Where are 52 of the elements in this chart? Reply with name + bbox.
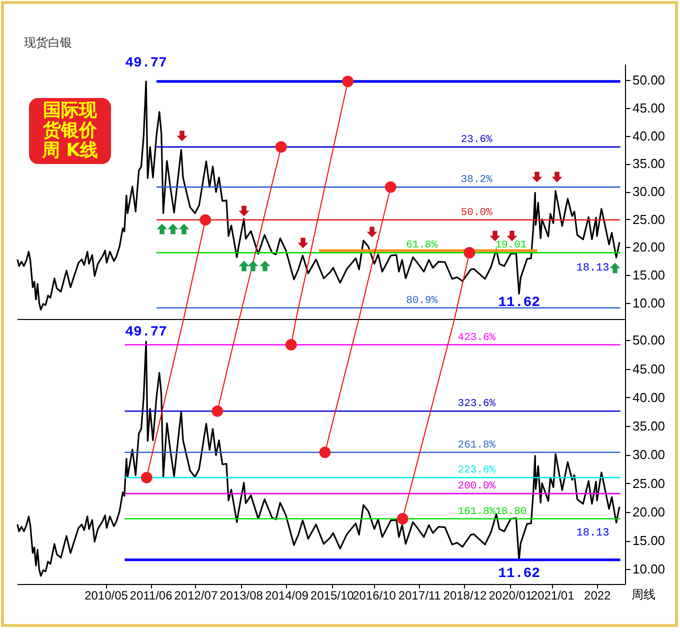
x-tick-label: 2020/01 <box>488 588 532 602</box>
y-tick-label: 25.00 <box>632 212 666 227</box>
series-label: 261.8% <box>458 439 496 452</box>
x-tick-label: 2015/10 <box>310 588 354 602</box>
y-tick-label: 30.00 <box>632 184 666 199</box>
series-label: 161.8% <box>458 506 496 518</box>
series-label: 423.6% <box>458 332 496 344</box>
series-label: 80.9% <box>406 294 438 307</box>
annotation: 11.62 <box>498 566 540 582</box>
y-tick-label: 45.00 <box>632 361 666 376</box>
y-tick-label: 20.00 <box>632 504 666 520</box>
y-tick-label: 10.00 <box>632 295 666 310</box>
annotation: 49.77 <box>125 55 168 72</box>
x-tick-label: 2013/08 <box>220 588 264 602</box>
series-label: 223.6% <box>458 464 496 477</box>
annotation: 国际现货银价周 K线 <box>40 100 98 161</box>
x-tick-label: 2017/11 <box>398 588 442 602</box>
series-label: 200.0% <box>458 480 496 493</box>
annotation: 18.13 <box>576 262 610 275</box>
x-tick-label: 2022 <box>584 588 612 602</box>
y-tick-label: 15.00 <box>632 533 666 548</box>
y-tick-label: 40.00 <box>632 390 666 405</box>
annotation: 18.80 <box>495 506 527 518</box>
series-label: 23.6% <box>460 134 494 146</box>
annotation: 49.77 <box>125 324 168 340</box>
x-tick-label: 2012/07 <box>174 588 218 602</box>
x-tick-label: 2021/01 <box>530 588 575 602</box>
series-label: 38.2% <box>460 174 494 186</box>
y-tick-label: 20.00 <box>632 240 666 255</box>
chart-title: 现货白银 <box>24 35 72 50</box>
series-label: 61.8% <box>406 240 438 252</box>
y-tick-label: 50.00 <box>632 332 666 348</box>
series-label: 50.0% <box>460 206 494 219</box>
y-tick-label: 15.00 <box>632 268 666 283</box>
y-tick-label: 35.00 <box>632 418 666 434</box>
series-label: 323.6% <box>458 398 496 410</box>
x-tick-label: 2014/09 <box>265 588 309 602</box>
x-tick-label: 2016/10 <box>352 588 396 602</box>
annotation: 19.01 <box>495 240 527 252</box>
y-tick-label: 40.00 <box>632 128 666 144</box>
annotation: 18.13 <box>576 528 610 540</box>
y-tick-label: 45.00 <box>632 100 666 116</box>
y-tick-label: 30.00 <box>632 447 666 462</box>
y-tick-label: 35.00 <box>632 156 666 172</box>
y-tick-label: 50.00 <box>632 72 666 88</box>
annotation: 11.62 <box>498 294 540 311</box>
x-axis-title: 周线 <box>632 588 656 602</box>
x-tick-label: 2010/05 <box>84 588 128 602</box>
x-tick-label: 2011/06 <box>130 588 173 602</box>
x-tick-label: 2018/12 <box>443 588 487 602</box>
y-tick-label: 25.00 <box>632 476 666 491</box>
y-tick-label: 10.00 <box>632 562 666 577</box>
